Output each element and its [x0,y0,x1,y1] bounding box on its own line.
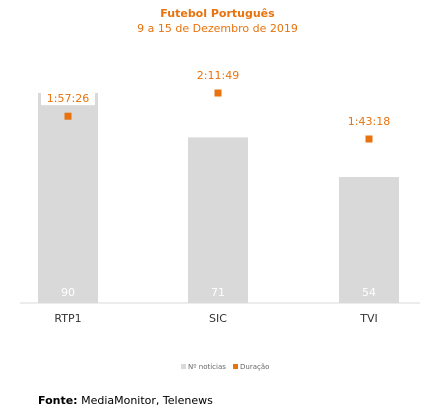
duration-value-label: 1:57:26 [47,92,89,105]
x-tick-label: TVI [359,312,378,325]
duration-value-label: 2:11:49 [197,69,239,82]
duration-value-label: 1:43:18 [348,115,390,128]
duration-label-bg [191,68,245,82]
bar-value-label: 90 [61,286,75,299]
legend-label-duracao: Duração [240,363,269,371]
duration-marker-sic [214,89,222,97]
x-tick-label: SIC [209,312,227,325]
duration-label-bg [342,114,396,128]
duration-marker-rtp1 [64,112,72,120]
duration-marker-tvi [365,135,373,143]
bar-rtp1 [38,93,98,303]
legend-label-noticias: Nº notícias [188,363,226,371]
chart-title: Futebol Português [160,7,275,20]
x-tick-label: RTP1 [54,312,81,325]
legend-swatch-duracao [233,364,238,369]
bar-value-label: 71 [211,286,225,299]
chart-subtitle: 9 a 15 de Dezembro de 2019 [137,22,298,35]
source-label: Fonte: [38,394,78,407]
legend-swatch-noticias [181,364,186,369]
source-note: Fonte: MediaMonitor, Telenews [38,394,213,407]
bar-value-label: 54 [362,286,376,299]
bar-tvi [339,177,399,303]
duration-label-bg [41,91,95,106]
bar-sic [188,137,248,303]
source-text: MediaMonitor, Telenews [77,394,213,407]
